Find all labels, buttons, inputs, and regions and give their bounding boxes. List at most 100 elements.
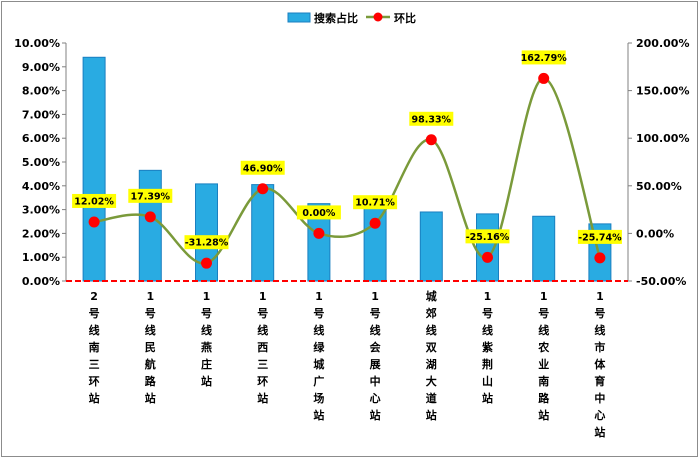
- category-char: 西: [257, 341, 268, 354]
- line-point: [538, 72, 550, 84]
- bar: [251, 184, 275, 282]
- category-char: 号: [594, 307, 605, 320]
- right-tick-label: 150.00%: [636, 85, 689, 98]
- data-label: 46.90%: [243, 163, 283, 174]
- category-char: 站: [426, 408, 437, 422]
- category-char: 会: [370, 340, 382, 354]
- left-tick-label: 10.00%: [14, 37, 60, 50]
- category-char: 号: [145, 307, 156, 320]
- category-char: 环: [89, 375, 100, 388]
- category-char: 线: [426, 323, 437, 337]
- line-point: [369, 217, 381, 229]
- category-char: 业: [538, 357, 549, 371]
- category-char: 站: [201, 374, 212, 388]
- category-char: 号: [370, 307, 381, 320]
- category-char: 站: [145, 391, 156, 405]
- category-label: 1 号线会展中心站: [369, 290, 382, 422]
- category-char: 大: [426, 374, 437, 388]
- data-label-box: [240, 160, 285, 175]
- category-char: 号: [257, 307, 268, 320]
- bar: [532, 215, 556, 282]
- category-char: 城: [313, 357, 324, 371]
- data-label: 10.71%: [355, 198, 395, 209]
- category-char: 线: [313, 323, 324, 337]
- bar: [363, 204, 387, 282]
- data-label-box: [577, 229, 622, 244]
- data-label-box: [353, 195, 398, 210]
- data-label: 0.00%: [302, 208, 335, 219]
- category-char: 路: [538, 391, 550, 405]
- data-label-box: [465, 229, 510, 244]
- category-char: 市: [594, 340, 605, 354]
- left-tick-label: 1.00%: [22, 251, 60, 264]
- category-char: 站: [482, 391, 493, 405]
- category-char: 道: [426, 391, 437, 405]
- category-char: 号: [89, 307, 100, 320]
- legend-label-bar: 搜索占比: [314, 11, 358, 25]
- category-label: 城郊线双湖大道站: [426, 289, 437, 422]
- legend-label-line: 环比: [394, 11, 416, 25]
- left-tick-label: 3.00%: [22, 204, 60, 217]
- category-char: 南: [538, 374, 549, 388]
- category-char: 展: [369, 358, 382, 371]
- category-char: 庄: [201, 357, 212, 371]
- category-char: 号: [201, 307, 212, 320]
- left-tick-label: 0.00%: [22, 275, 60, 288]
- category-char: 1: [540, 290, 548, 303]
- category-char: 燕: [201, 340, 212, 354]
- right-tick-label: 50.00%: [636, 180, 682, 193]
- category-char: 站: [538, 408, 549, 422]
- data-label-box: [296, 205, 341, 220]
- data-label: 12.02%: [74, 196, 114, 207]
- category-char: 三: [257, 358, 268, 371]
- category-char: 中: [370, 374, 381, 388]
- category-char: 线: [145, 323, 156, 337]
- bar: [138, 169, 162, 282]
- category-char: 南: [89, 340, 100, 354]
- data-label-box: [521, 50, 566, 65]
- data-label: 98.33%: [412, 114, 452, 125]
- category-label: 1 号线市体育中心站: [594, 290, 606, 439]
- data-label: -31.28%: [185, 238, 229, 249]
- right-tick-label: 200.00%: [636, 37, 689, 50]
- category-char: 环: [257, 375, 268, 388]
- category-char: 1: [315, 290, 323, 303]
- category-label: 1 号线农业南路站: [537, 290, 550, 422]
- category-char: 山: [482, 374, 493, 388]
- category-char: 郊: [426, 306, 437, 320]
- category-label: 1 号线紫荆山站: [482, 290, 493, 405]
- line-point: [257, 183, 269, 195]
- category-char: 线: [594, 323, 605, 337]
- line-point: [482, 251, 493, 263]
- category-char: 站: [313, 408, 324, 422]
- data-label-box: [72, 193, 117, 208]
- category-char: 站: [257, 391, 268, 405]
- category-label: 1 号线绿城广场站: [313, 290, 325, 422]
- category-char: 中: [594, 391, 605, 405]
- category-char: 广: [313, 374, 324, 388]
- line-point: [201, 257, 212, 269]
- data-label: 162.79%: [521, 53, 568, 64]
- legend-swatch-bar: [287, 12, 311, 23]
- category-char: 1: [371, 290, 379, 303]
- data-label-box: [184, 235, 229, 250]
- category-char: 紫: [482, 340, 493, 354]
- category-char: 城: [426, 289, 437, 303]
- data-label-box: [409, 111, 454, 126]
- category-char: 体: [594, 357, 606, 371]
- category-char: 心: [370, 392, 381, 405]
- category-char: 号: [313, 307, 324, 320]
- category-char: 线: [201, 323, 212, 337]
- left-tick-label: 7.00%: [22, 108, 60, 121]
- category-char: 号: [538, 307, 549, 320]
- category-char: 1: [146, 290, 154, 303]
- right-tick-label: 100.00%: [636, 132, 689, 145]
- category-label: 1 号线西三环站: [257, 290, 268, 405]
- line-point: [88, 216, 100, 228]
- category-char: 三: [89, 358, 100, 371]
- category-char: 站: [89, 391, 100, 405]
- data-label: -25.16%: [466, 232, 510, 243]
- left-tick-label: 6.00%: [22, 132, 60, 145]
